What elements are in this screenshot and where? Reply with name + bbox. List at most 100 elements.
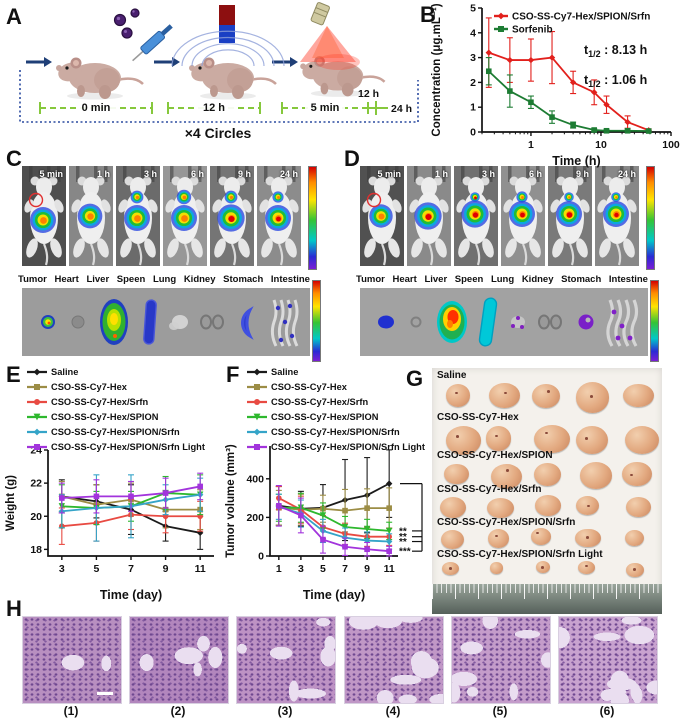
timepoint-label: 24 h [617, 169, 636, 179]
legend-label: CSO-SS-Cy7-Hex/Srfn [271, 396, 369, 407]
fluorescence-blob [461, 192, 489, 228]
histology-caption: (3) [277, 704, 293, 718]
legend-label: CSO-SS-Cy7-Hex/SPION/Srfn Light [51, 441, 205, 452]
tumor-spot [629, 473, 633, 477]
fluorescence-blob [369, 204, 393, 228]
fluorescence-colorbar [646, 166, 655, 270]
tumor-spot [585, 564, 589, 568]
histology-caption: (6) [599, 704, 615, 718]
y-tick-label: 20 [30, 511, 42, 523]
mouse-fluorescence-image: 6 h [501, 166, 545, 266]
legend-entry: CSO-SS-Cy7-Hex/Srfn [246, 394, 425, 409]
timepoint-label: 3 h [143, 169, 157, 179]
timepoint-label: 9 h [575, 169, 589, 179]
y-tick-label: 0 [258, 551, 264, 563]
timepoint-label: 1 h [434, 169, 448, 179]
x-tick-label: 1 [276, 563, 282, 575]
excised-tumor [534, 495, 561, 517]
organ-blobs [378, 297, 639, 347]
syringe-icon [132, 24, 173, 62]
organ-label: Speen [116, 274, 146, 285]
histology-image [236, 616, 336, 704]
tumor-spot [494, 534, 498, 538]
excised-tumor [441, 529, 465, 550]
mouse-fluorescence-image: 9 h [210, 166, 254, 266]
excised-tumor [621, 461, 652, 487]
data-series [58, 472, 204, 514]
panel-c-mouse-imaging-row: 5 min 1 h 3 h 6 h 9 h 24 h [22, 166, 301, 266]
organ-label: Intestine [270, 274, 310, 285]
chart-panel-e: 18 20 22 24 3 5 7 9 11 Time (day) Weight (g) [5, 445, 214, 602]
excised-tumor [445, 426, 481, 455]
organ-label: Speen [454, 274, 484, 285]
mouse-fluorescence-image: 1 h [69, 166, 113, 266]
tumor-spot [506, 469, 510, 472]
step-arrow-icon [272, 57, 298, 67]
panel-h-label: H [6, 596, 22, 621]
mouse-fluorescence-image: 9 h [548, 166, 592, 266]
legend-entry: CSO-SS-Cy7-Hex/SPION/Srfn Light [246, 439, 425, 454]
organ-label: Stomach [223, 274, 264, 285]
excised-tumor [575, 496, 600, 516]
tumor-spot [547, 390, 551, 393]
tumor-spot [632, 568, 636, 571]
step-arrow-icon [154, 57, 180, 67]
legend-label: CSO-SS-Cy7-Hex [271, 381, 347, 392]
panel-d-label: D [344, 146, 360, 171]
tumor-spot [589, 395, 593, 398]
excised-tumor [625, 496, 652, 518]
x-tick-label: 7 [342, 563, 348, 575]
data-series [275, 449, 393, 542]
y-axis-title: Concentration (μg.mL⁻¹) [431, 3, 443, 136]
histology-caption: (4) [385, 704, 401, 718]
timepoint-label: 9 h [237, 169, 251, 179]
y-tick-label: 400 [246, 473, 264, 485]
tail-time-24h-label: 24 h [391, 103, 412, 115]
legend-label: CSO-SS-Cy7-Hex [51, 381, 127, 392]
fluorescence-colorbar [308, 166, 317, 270]
significance-star-label: ** [399, 537, 407, 548]
organ-label: Liver [86, 274, 110, 285]
magnet-icon [219, 5, 235, 43]
excised-tumor [445, 384, 471, 408]
timepoint-label: 5 min [39, 169, 63, 179]
x-tick-label: 3 [59, 563, 65, 575]
significance-star-label: *** [399, 547, 411, 558]
timepoint-label: 24 h [279, 169, 298, 179]
excised-tumor [576, 425, 609, 454]
nir-light-icon [300, 2, 360, 70]
x-tick-label: 100 [662, 139, 680, 151]
organ-blobs [41, 299, 299, 347]
mouse-fluorescence-image: 3 h [116, 166, 160, 266]
chart-panel-b: 0 1 2 3 4 5 1 10 100 Time (h) Concentration (μg.mL… [431, 3, 680, 169]
x-axis-title: Time (day) [303, 588, 365, 602]
tumor-photo-panel: Saline CSO-SS-Cy7-Hex CSO-SS-Cy7-Hex/SPION… [432, 368, 662, 614]
excised-organs-fluorescence-image [360, 288, 648, 356]
excised-tumor [440, 496, 466, 518]
excised-tumor [489, 562, 503, 574]
excised-tumor [531, 383, 561, 409]
excised-tumor [575, 382, 610, 413]
organ-label: Tumor [356, 274, 385, 285]
organ-label: Liver [424, 274, 448, 285]
timepoint-label: 3 h [481, 169, 495, 179]
legend-label: CSO-SS-Cy7-Hex/SPION [271, 411, 379, 422]
legend-label: CSO-SS-Cy7-Hex/SPION/Srfn [271, 426, 400, 437]
ruler-image [432, 584, 662, 614]
legend-entry: Sorfenib [494, 25, 553, 36]
mouse-illustration [56, 57, 144, 100]
tumor-spot [456, 435, 460, 438]
panel-e-label: E [6, 362, 21, 387]
timeline-tail: 12 h 24 h [358, 88, 412, 115]
histology-image [558, 616, 658, 704]
panel-g-label: G [406, 366, 424, 391]
y-tick-label: 2 [470, 77, 476, 89]
legend-entry: CSO-SS-Cy7-Hex/SPION/Srfn Light [26, 439, 205, 454]
x-tick-label: 11 [195, 563, 206, 575]
excised-tumor [534, 424, 570, 454]
histology-image [22, 616, 122, 704]
excised-tumor [488, 529, 510, 549]
legend-label: CSO-SS-Cy7-Hex/SPION/Srfn [51, 426, 180, 437]
tumor-spot [503, 391, 507, 395]
